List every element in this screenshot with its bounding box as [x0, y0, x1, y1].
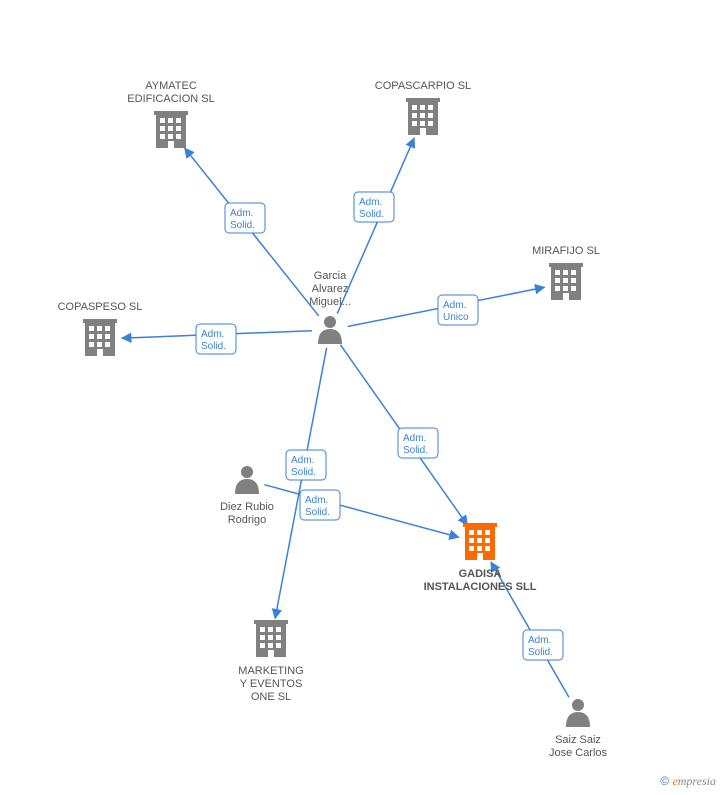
node-label: Y EVENTOS [240, 678, 303, 690]
company-node[interactable] [154, 111, 188, 148]
node-label: GADISA [459, 568, 502, 580]
company-node[interactable] [549, 263, 583, 300]
network-diagram: Adm.Solid.Adm.Solid.Adm.Solid.Adm.UnicoA… [0, 0, 728, 795]
person-node[interactable] [235, 466, 259, 494]
node-label: Miguel... [309, 296, 351, 308]
edge-label-text: Adm. [305, 495, 328, 506]
edge-label-text: Adm. [403, 433, 426, 444]
node-label: Rodrigo [228, 514, 267, 526]
company-node[interactable] [254, 620, 288, 657]
company-node[interactable] [463, 523, 497, 560]
edge-label-text: Adm. [359, 197, 382, 208]
node-label: Diez Rubio [220, 501, 274, 513]
edge-label-text: Adm. [291, 455, 314, 466]
edge-label-text: Solid. [201, 341, 226, 352]
company-node[interactable] [406, 98, 440, 135]
node-label: COPASPESO SL [58, 301, 143, 313]
node-label: Alvarez [312, 283, 349, 295]
brand-rest: mpresia [678, 774, 716, 788]
edge-label-text: Unico [443, 312, 469, 323]
node-label: MARKETING [238, 665, 303, 677]
edge-label-text: Solid. [403, 445, 428, 456]
node-label: Garcia [314, 270, 347, 282]
edge [275, 348, 327, 619]
company-node[interactable] [83, 319, 117, 356]
node-label: COPASCARPIO SL [375, 80, 471, 92]
edge-label-text: Adm. [201, 329, 224, 340]
person-node[interactable] [318, 316, 342, 344]
edge-label-text: Adm. [443, 300, 466, 311]
node-label: MIRAFIJO SL [532, 245, 600, 257]
person-node[interactable] [566, 699, 590, 727]
node-label: Jose Carlos [549, 747, 608, 759]
edge [337, 138, 414, 313]
edge-label-text: Solid. [291, 467, 316, 478]
footer: © empresia [660, 774, 716, 789]
node-label: AYMATEC [145, 80, 197, 92]
node-label: INSTALACIONES SLL [424, 581, 537, 593]
edge-label-text: Solid. [305, 507, 330, 518]
edge-label-text: Adm. [528, 635, 551, 646]
edge-label-text: Solid. [528, 647, 553, 658]
edge-label-text: Solid. [230, 220, 255, 231]
edge-label-text: Adm. [230, 208, 253, 219]
edge [264, 485, 458, 538]
edge-label-text: Solid. [359, 209, 384, 220]
node-label: Saiz Saiz [555, 734, 601, 746]
copyright-symbol: © [660, 774, 669, 788]
edges-layer [122, 138, 569, 697]
node-label: ONE SL [251, 691, 291, 703]
node-label: EDIFICACION SL [127, 93, 214, 105]
